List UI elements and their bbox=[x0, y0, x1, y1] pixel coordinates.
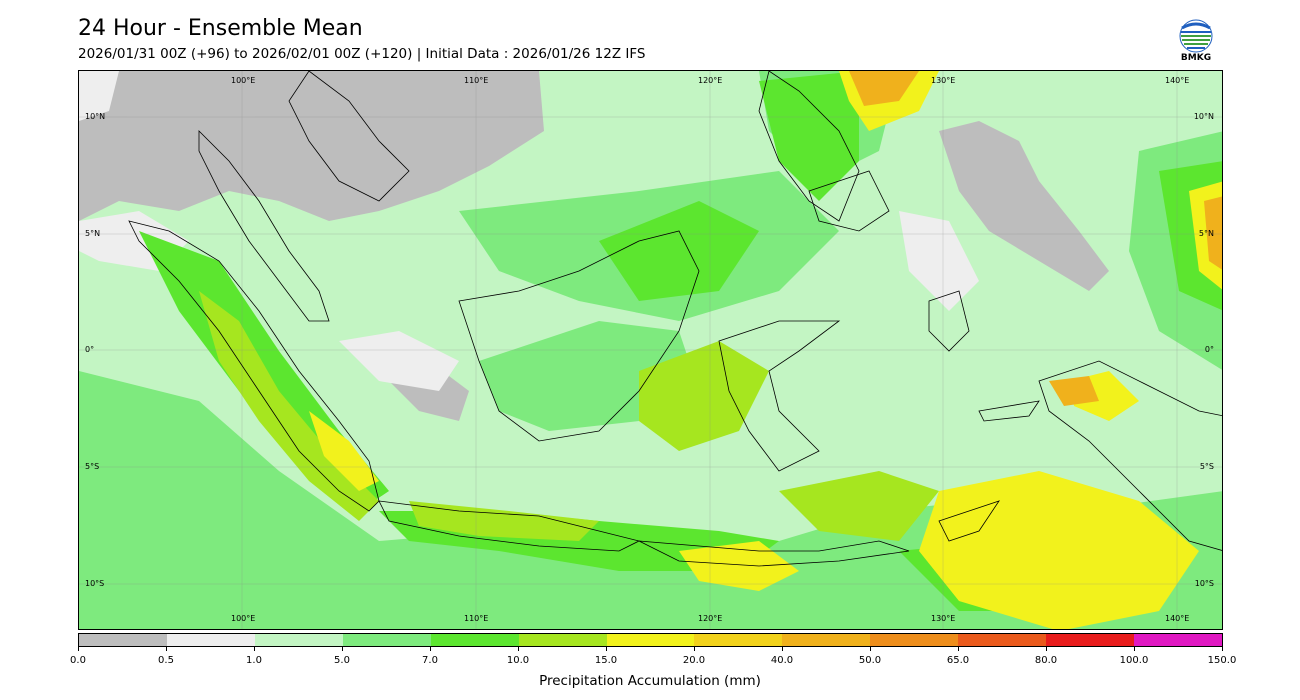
colorbar-tick bbox=[694, 647, 695, 651]
coast-new-guinea bbox=[1038, 360, 1222, 551]
lon-label-top-110: 110°E bbox=[464, 76, 489, 85]
coast-sulawesi bbox=[718, 320, 841, 472]
colorbar-segment bbox=[430, 634, 519, 646]
lat-label-left-10n: 10°N bbox=[85, 112, 106, 121]
lat-label-right-5n: 5°N bbox=[1198, 229, 1214, 238]
colorbar-segment bbox=[79, 634, 167, 646]
colorbar-tick-label: 15.0 bbox=[594, 655, 618, 666]
graticule bbox=[79, 71, 1222, 629]
colorbar-segment bbox=[342, 634, 431, 646]
colorbar-tick-label: 50.0 bbox=[858, 655, 882, 666]
lon-label-bottom-110: 110°E bbox=[464, 614, 489, 623]
bmkg-logo bbox=[1174, 18, 1218, 66]
coast-malay-peninsula bbox=[198, 130, 330, 322]
coast-sumatra bbox=[128, 220, 380, 512]
colorbar-tick bbox=[1222, 647, 1223, 651]
coast-philippines bbox=[758, 71, 860, 222]
lon-label-bottom-140: 140°E bbox=[1165, 614, 1190, 623]
colorbar-tick bbox=[518, 647, 519, 651]
colorbar-tick bbox=[78, 647, 79, 651]
lat-label-right-5s: 5°S bbox=[1199, 462, 1214, 471]
colorbar-tick bbox=[870, 647, 871, 651]
colorbar-tick bbox=[166, 647, 167, 651]
colorbar-tick bbox=[342, 647, 343, 651]
colorbar-tick bbox=[606, 647, 607, 651]
colorbar-tick-label: 0.5 bbox=[158, 655, 174, 666]
colorbar-segment bbox=[518, 634, 607, 646]
coast-lesser-sunda bbox=[638, 540, 910, 567]
logo-text: BMKG bbox=[1180, 53, 1212, 63]
lat-label-left-5s: 5°S bbox=[85, 462, 100, 471]
colorbar-label: Precipitation Accumulation (mm) bbox=[539, 673, 761, 689]
colorbar-tick-label: 80.0 bbox=[1034, 655, 1058, 666]
colorbar-tick bbox=[430, 647, 431, 651]
colorbar-segment bbox=[1134, 634, 1222, 646]
lon-label-bottom-130: 130°E bbox=[931, 614, 956, 623]
lon-label-bottom-120: 120°E bbox=[698, 614, 723, 623]
map-canvas bbox=[79, 71, 1222, 629]
colorbar-tick-label: 65.0 bbox=[946, 655, 970, 666]
lat-label-right-10n: 10°N bbox=[1193, 112, 1214, 121]
lon-label-top-120: 120°E bbox=[698, 76, 723, 85]
colorbar-tick bbox=[782, 647, 783, 651]
colorbar-segment bbox=[694, 634, 783, 646]
colorbar-segment bbox=[782, 634, 871, 646]
colorbar-segment bbox=[166, 634, 255, 646]
coast-indochina bbox=[288, 71, 410, 202]
lon-label-top-130: 130°E bbox=[931, 76, 956, 85]
coast-timor bbox=[938, 500, 1000, 542]
lat-label-right-10s: 10°S bbox=[1194, 579, 1214, 588]
colorbar-segment bbox=[870, 634, 959, 646]
colorbar-tick-label: 5.0 bbox=[334, 655, 350, 666]
colorbar-tick-label: 100.0 bbox=[1119, 655, 1149, 666]
colorbar bbox=[78, 633, 1223, 647]
coast-mindanao bbox=[808, 170, 890, 232]
colorbar-tick bbox=[958, 647, 959, 651]
colorbar-tick-label: 7.0 bbox=[422, 655, 438, 666]
coast-halmahera bbox=[928, 290, 970, 352]
colorbar-tick bbox=[1046, 647, 1047, 651]
colorbar-tick-label: 20.0 bbox=[682, 655, 706, 666]
colorbar-tick-label: 10.0 bbox=[506, 655, 530, 666]
lat-label-right-0: 0° bbox=[1204, 345, 1214, 354]
lat-label-left-0: 0° bbox=[85, 345, 95, 354]
colorbar-segment bbox=[1046, 634, 1135, 646]
lat-label-left-5n: 5°N bbox=[85, 229, 101, 238]
colorbar-segment bbox=[254, 634, 343, 646]
colorbar-segment bbox=[958, 634, 1047, 646]
coast-seram bbox=[978, 400, 1040, 422]
colorbar-tick bbox=[254, 647, 255, 651]
coastlines bbox=[128, 71, 1222, 567]
extreme-rain bbox=[849, 71, 1222, 406]
chart-title: 24 Hour - Ensemble Mean bbox=[78, 16, 363, 41]
coast-java bbox=[378, 500, 641, 552]
chart-subtitle: 2026/01/31 00Z (+96) to 2026/02/01 00Z (… bbox=[78, 46, 646, 62]
coast-borneo bbox=[458, 230, 700, 442]
colorbar-tick-label: 1.0 bbox=[246, 655, 262, 666]
precipitation-map: 100°E 110°E 120°E 130°E 140°E 100°E 110°… bbox=[78, 70, 1223, 630]
colorbar-tick-label: 150.0 bbox=[1207, 655, 1237, 666]
colorbar-tick-label: 40.0 bbox=[770, 655, 794, 666]
lon-label-top-100: 100°E bbox=[231, 76, 256, 85]
colorbar-tick bbox=[1134, 647, 1135, 651]
colorbar-tick-label: 0.0 bbox=[70, 655, 86, 666]
lon-label-bottom-100: 100°E bbox=[231, 614, 256, 623]
lat-label-left-10s: 10°S bbox=[85, 579, 105, 588]
lon-label-top-140: 140°E bbox=[1165, 76, 1190, 85]
colorbar-segment bbox=[606, 634, 695, 646]
